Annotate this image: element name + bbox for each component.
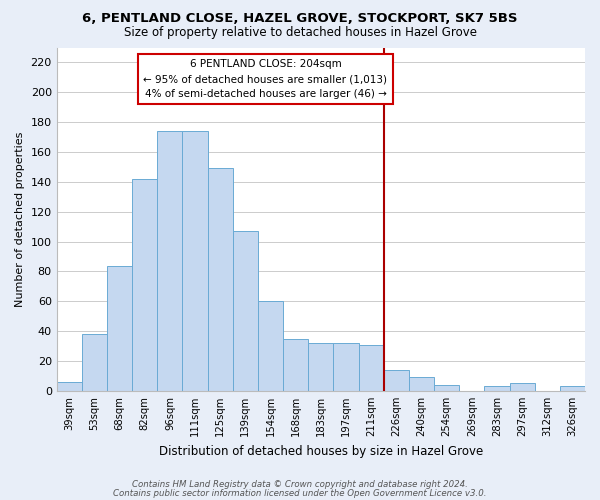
Text: Contains HM Land Registry data © Crown copyright and database right 2024.: Contains HM Land Registry data © Crown c…	[132, 480, 468, 489]
Bar	[484, 386, 509, 391]
Text: Size of property relative to detached houses in Hazel Grove: Size of property relative to detached ho…	[124, 26, 476, 39]
Bar	[409, 378, 434, 391]
Bar	[258, 302, 283, 391]
Text: 6, PENTLAND CLOSE, HAZEL GROVE, STOCKPORT, SK7 5BS: 6, PENTLAND CLOSE, HAZEL GROVE, STOCKPOR…	[82, 12, 518, 26]
Bar	[132, 179, 157, 391]
Bar	[509, 384, 535, 391]
Bar	[107, 266, 132, 391]
Text: Contains public sector information licensed under the Open Government Licence v3: Contains public sector information licen…	[113, 488, 487, 498]
Text: 6 PENTLAND CLOSE: 204sqm
← 95% of detached houses are smaller (1,013)
4% of semi: 6 PENTLAND CLOSE: 204sqm ← 95% of detach…	[143, 60, 388, 99]
Bar	[56, 382, 82, 391]
X-axis label: Distribution of detached houses by size in Hazel Grove: Distribution of detached houses by size …	[159, 444, 483, 458]
Bar	[384, 370, 409, 391]
Bar	[208, 168, 233, 391]
Y-axis label: Number of detached properties: Number of detached properties	[15, 132, 25, 307]
Bar	[82, 334, 107, 391]
Bar	[334, 343, 359, 391]
Bar	[308, 343, 334, 391]
Bar	[283, 338, 308, 391]
Bar	[560, 386, 585, 391]
Bar	[233, 231, 258, 391]
Bar	[157, 131, 182, 391]
Bar	[434, 385, 459, 391]
Bar	[182, 131, 208, 391]
Bar	[359, 344, 384, 391]
